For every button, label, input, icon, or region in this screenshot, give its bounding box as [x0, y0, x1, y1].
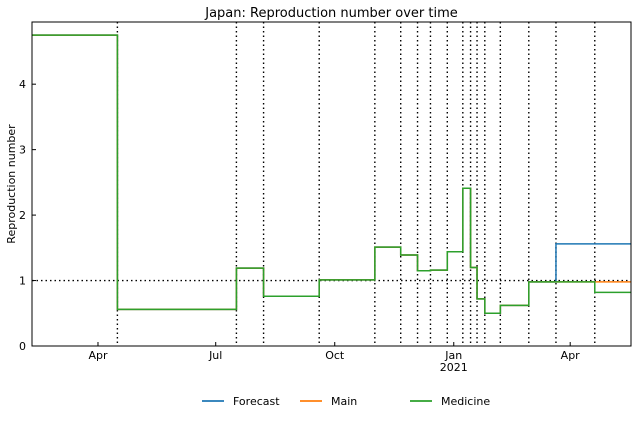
legend-label: Medicine: [441, 395, 490, 408]
y-tick-label: 1: [19, 275, 26, 288]
series-line-forecast: [32, 34, 631, 315]
y-tick-label: 3: [19, 144, 26, 157]
legend-label: Main: [331, 395, 357, 408]
chart-title: Japan: Reproduction number over time: [204, 6, 458, 21]
plot-frame: [31, 21, 632, 347]
series-line-main: [32, 34, 631, 315]
y-tick-label: 4: [19, 78, 26, 91]
x-tick-sublabel: 2021: [440, 361, 468, 374]
legend: Forecast Main Medicine: [202, 395, 490, 408]
legend-label: Forecast: [233, 395, 280, 408]
y-axis: 0 1 2 3 4: [19, 78, 36, 353]
series-layer: [32, 34, 631, 315]
y-tick-label: 0: [19, 340, 26, 353]
x-tick-label: Apr: [88, 349, 108, 362]
x-tick-label: Jul: [208, 349, 222, 362]
change-date-lines: [116, 22, 596, 346]
y-tick-label: 2: [19, 209, 26, 222]
x-tick-label: Oct: [325, 349, 345, 362]
x-tick-label: Jan: [444, 349, 462, 362]
y-axis-label: Reproduction number: [5, 124, 18, 244]
series-line-medicine: [32, 34, 631, 315]
x-tick-label: Apr: [561, 349, 581, 362]
